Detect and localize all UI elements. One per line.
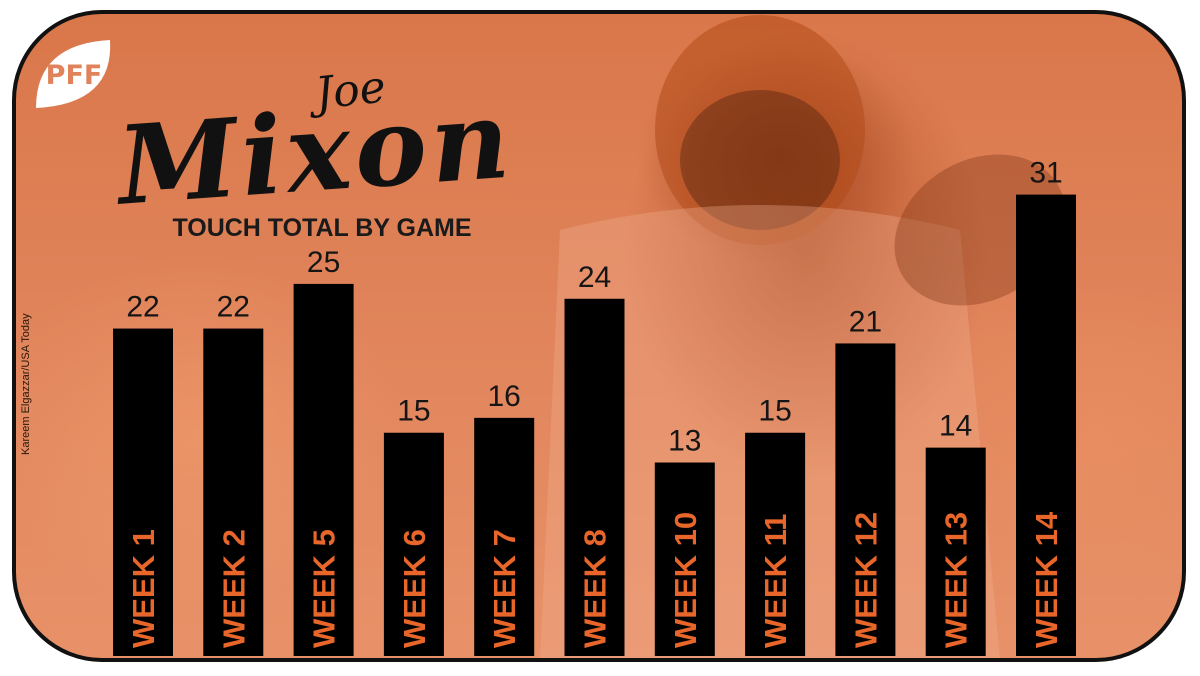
bar-week-6 <box>383 432 444 656</box>
bar-week-8 <box>564 298 625 656</box>
title-last-name: Mixon <box>110 76 517 230</box>
category-label: WEEK 6 <box>397 529 432 648</box>
title-first-name: Joe <box>305 62 388 121</box>
category-label: WEEK 11 <box>758 514 793 648</box>
bar-week-10 <box>654 462 715 656</box>
value-label: 25 <box>307 246 340 279</box>
chart-subtitle: TOUCH TOTAL BY GAME <box>172 214 471 242</box>
value-label: 16 <box>488 380 521 413</box>
category-label: WEEK 8 <box>578 529 613 648</box>
pff-logo-text: PFF <box>46 60 103 91</box>
category-label: WEEK 7 <box>487 529 522 648</box>
bar-week-12 <box>835 343 896 656</box>
bar-group: 22 WEEK 1 22 WEEK 2 25 WEEK 5 15 WEEK 6 16 WEEK 7… <box>113 157 1076 656</box>
photo-credit: Kareem Elgazzar/USA Today <box>20 313 32 455</box>
bar-week-14 <box>1016 194 1076 656</box>
value-label: 13 <box>668 425 701 458</box>
category-label: WEEK 14 <box>1029 511 1064 648</box>
value-label: 24 <box>578 261 611 294</box>
pff-logo: PFF <box>36 40 111 108</box>
category-label: WEEK 12 <box>848 512 883 648</box>
bar-week-5 <box>293 283 354 656</box>
value-label: 14 <box>939 410 972 443</box>
bar-week-2 <box>203 328 264 656</box>
category-label: WEEK 5 <box>307 529 342 648</box>
category-label: WEEK 10 <box>668 512 703 648</box>
value-label: 15 <box>758 395 791 428</box>
value-label: 15 <box>397 395 430 428</box>
value-label: 22 <box>126 291 159 324</box>
bar-week-1 <box>113 328 173 656</box>
bar-week-13 <box>925 447 986 656</box>
category-label: WEEK 1 <box>126 529 161 648</box>
category-label: WEEK 2 <box>216 529 251 648</box>
value-label: 31 <box>1029 157 1062 190</box>
bar-week-11 <box>745 432 806 656</box>
value-label: 21 <box>849 305 882 338</box>
category-label: WEEK 13 <box>939 512 974 648</box>
bar-week-7 <box>474 417 535 656</box>
value-label: 22 <box>217 291 250 324</box>
